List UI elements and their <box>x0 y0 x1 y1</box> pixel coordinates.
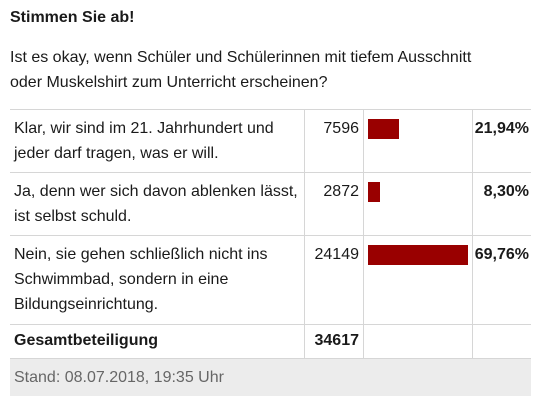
answer-percent: 8,30% <box>472 172 531 236</box>
total-label: Gesamtbeteiligung <box>10 324 305 358</box>
poll-question: Ist es okay, wenn Schüler und Schülerinn… <box>10 45 531 95</box>
answer-text[interactable]: Ja, denn wer sich davon ablenken lässt, … <box>10 172 305 236</box>
poll-question-line-2: oder Muskelshirt zum Unterricht erschein… <box>10 74 328 91</box>
answer-bar <box>368 182 380 202</box>
poll-heading: Stimmen Sie ab! <box>10 9 135 26</box>
answer-votes: 24149 <box>304 235 364 325</box>
total-votes: 34617 <box>304 324 364 358</box>
poll-widget: Stimmen Sie ab! Ist es okay, wenn Schüle… <box>10 0 531 396</box>
answer-votes: 7596 <box>304 109 364 173</box>
poll-timestamp: Stand: 08.07.2018, 19:35 Uhr <box>10 358 531 396</box>
poll-total-row: Gesamtbeteiligung 34617 <box>10 324 531 358</box>
answer-bar-cell <box>363 172 473 236</box>
answer-text[interactable]: Klar, wir sind im 21. Jahrhundert und je… <box>10 109 305 173</box>
answer-bar-cell <box>363 235 473 325</box>
total-empty-cell <box>363 324 473 358</box>
poll-answer-row[interactable]: Ja, denn wer sich davon ablenken lässt, … <box>10 172 531 236</box>
answer-votes: 2872 <box>304 172 364 236</box>
answer-percent: 69,76% <box>472 235 531 325</box>
poll-question-line-1: Ist es okay, wenn Schüler und Schülerinn… <box>10 49 472 66</box>
answer-percent: 21,94% <box>472 109 531 173</box>
answer-bar <box>368 245 468 265</box>
poll-answer-row[interactable]: Nein, sie gehen schließlich nicht ins Sc… <box>10 235 531 325</box>
poll-answer-row[interactable]: Klar, wir sind im 21. Jahrhundert und je… <box>10 109 531 173</box>
answer-bar <box>368 119 399 139</box>
answer-text[interactable]: Nein, sie gehen schließlich nicht ins Sc… <box>10 235 305 325</box>
total-empty-cell <box>472 324 531 358</box>
answer-bar-cell <box>363 109 473 173</box>
poll-results-table: Klar, wir sind im 21. Jahrhundert und je… <box>10 109 531 358</box>
